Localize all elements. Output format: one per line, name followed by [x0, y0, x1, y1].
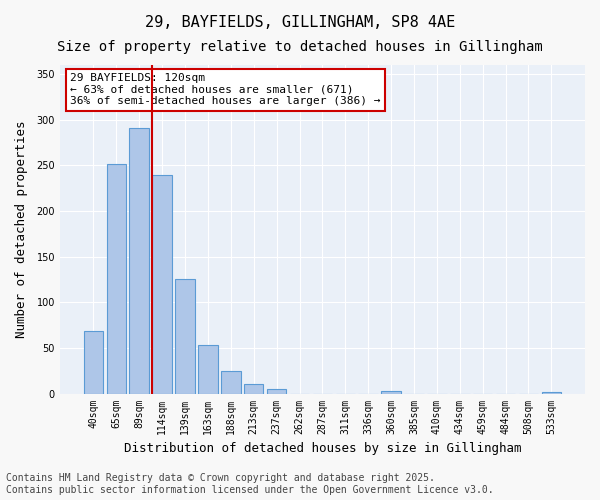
- Bar: [198, 345, 218, 394]
- Bar: [152, 174, 172, 394]
- Bar: [83, 332, 103, 394]
- X-axis label: Distribution of detached houses by size in Gillingham: Distribution of detached houses by size …: [124, 442, 521, 455]
- Bar: [382, 391, 401, 394]
- Bar: [107, 164, 126, 394]
- Bar: [542, 392, 561, 394]
- Text: 29, BAYFIELDS, GILLINGHAM, SP8 4AE: 29, BAYFIELDS, GILLINGHAM, SP8 4AE: [145, 15, 455, 30]
- Bar: [175, 278, 195, 394]
- Bar: [244, 384, 263, 394]
- Bar: [130, 128, 149, 394]
- Bar: [221, 370, 241, 394]
- Text: 29 BAYFIELDS: 120sqm
← 63% of detached houses are smaller (671)
36% of semi-deta: 29 BAYFIELDS: 120sqm ← 63% of detached h…: [70, 73, 381, 106]
- Text: Contains HM Land Registry data © Crown copyright and database right 2025.
Contai: Contains HM Land Registry data © Crown c…: [6, 474, 494, 495]
- Text: Size of property relative to detached houses in Gillingham: Size of property relative to detached ho…: [57, 40, 543, 54]
- Bar: [267, 389, 286, 394]
- Y-axis label: Number of detached properties: Number of detached properties: [15, 120, 28, 338]
